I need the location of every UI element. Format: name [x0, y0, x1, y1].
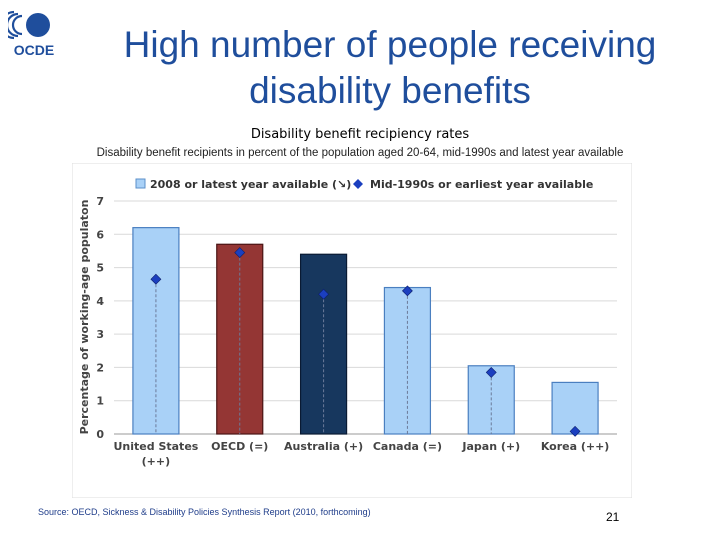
chart-subtitle: Disability benefit recipients in percent… [96, 147, 624, 159]
bar-chart: 2008 or latest year available (↘) Mid-19… [72, 163, 632, 498]
slide-title: High number of people receiving disabili… [70, 22, 710, 114]
y-tick-label: 6 [96, 228, 104, 241]
bar [551, 381, 599, 435]
marker-series [150, 247, 581, 437]
legend-label-marker: Mid-1990s or earliest year available [370, 178, 593, 191]
y-tick-label: 4 [96, 295, 104, 308]
marker-point [485, 366, 497, 378]
x-tick-label: Japan (+) [461, 440, 520, 453]
y-axis-label: Percentage of working-age populaton [78, 200, 91, 435]
slide-title-line-1: High number of people receiving [123, 24, 657, 65]
x-tick-label: United States [114, 440, 199, 453]
page-number: 21 [606, 510, 620, 524]
y-tick-label: 0 [96, 428, 104, 441]
x-tick-label: OECD (=) [211, 440, 268, 453]
marker-point [234, 247, 246, 259]
oecd-logo-icon: OCDE [8, 10, 54, 58]
x-axis-labels: United States (++) OECD (=) Australia (+) Ca… [114, 440, 610, 468]
chart-title: Disability benefit recipiency rates [250, 127, 470, 142]
y-tick-label: 5 [96, 262, 104, 275]
x-tick-label: Canada (=) [373, 440, 442, 453]
slide-title-line-2: disability benefits [249, 70, 531, 111]
x-tick-label: (++) [142, 455, 171, 468]
marker-point [150, 273, 162, 285]
marker-point [569, 425, 581, 437]
y-tick-label: 2 [96, 361, 104, 374]
marker-point [318, 288, 330, 300]
legend-label-bar: 2008 or latest year available (↘) [150, 178, 351, 191]
y-tick-label: 3 [96, 328, 104, 341]
x-tick-label: Australia (+) [284, 440, 363, 453]
y-tick-label: 7 [96, 195, 104, 208]
marker-point [401, 285, 413, 297]
bar [299, 253, 348, 435]
y-axis-ticks: 0 1 2 3 4 5 6 7 [96, 195, 104, 441]
chart-legend: 2008 or latest year available (↘) Mid-19… [135, 178, 593, 191]
source-note: Source: OECD, Sickness & Disability Poli… [38, 507, 371, 517]
x-tick-label: Korea (++) [541, 440, 610, 453]
y-tick-label: 1 [96, 395, 104, 408]
logo-text: OCDE [14, 42, 54, 58]
legend-swatch-bar [135, 178, 146, 189]
chart-gridlines [114, 200, 617, 435]
legend-swatch-marker [353, 179, 363, 189]
